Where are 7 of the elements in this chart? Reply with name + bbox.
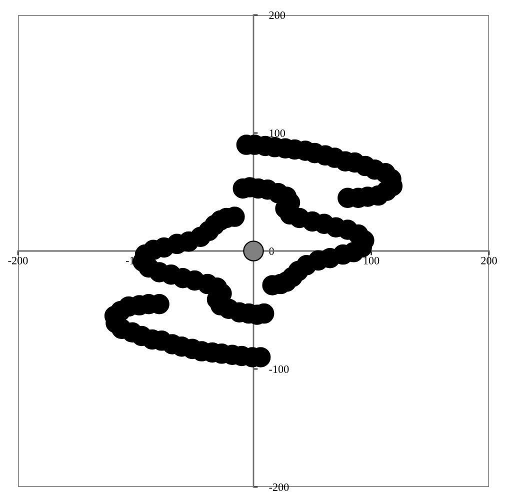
y-tick-label: 200 <box>269 11 286 19</box>
y-tick-label: -200 <box>269 483 289 491</box>
x-tick-label: 100 <box>364 256 380 264</box>
y-tick-label: -100 <box>269 365 289 373</box>
x-tick-label: -200 <box>8 256 28 264</box>
x-tick-label: 200 <box>481 256 497 264</box>
y-tick-label: 100 <box>270 129 286 137</box>
